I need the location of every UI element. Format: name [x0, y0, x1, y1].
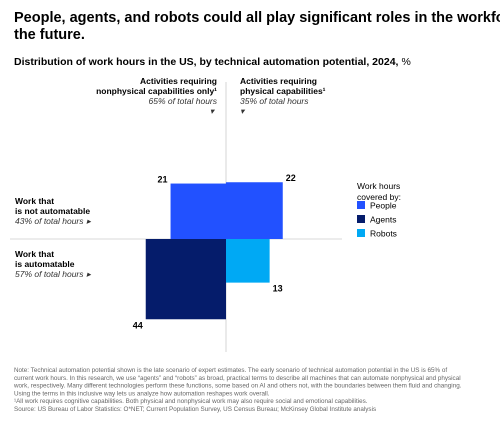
- note: Source: US Bureau of Labor Statistics: O…: [14, 406, 376, 413]
- row-share-text: 43% of total hours: [15, 216, 84, 226]
- square: [145, 239, 226, 320]
- column-label: Activities requiring: [240, 76, 317, 86]
- row-label: is automatable: [15, 259, 75, 269]
- square: [226, 182, 283, 239]
- row-arrow: ▸: [87, 216, 92, 226]
- subtitle-text: Distribution of work hours in the US, by…: [14, 56, 399, 68]
- legend-swatch: [357, 215, 365, 223]
- row-share: 43% of total hours ▸: [15, 216, 92, 226]
- value-label: 21: [158, 175, 168, 185]
- row-share-text: 57% of total hours: [15, 269, 84, 279]
- legend-label: Robots: [370, 229, 397, 239]
- legend-label: Agents: [370, 215, 396, 225]
- column-share: 35% of total hours: [240, 96, 309, 106]
- square: [170, 183, 226, 239]
- row-arrow: ▸: [87, 269, 92, 279]
- note: current work hours. In this research, we…: [14, 375, 461, 382]
- column-share: 65% of total hours: [148, 96, 217, 106]
- value-label: 44: [133, 320, 143, 330]
- square: [226, 239, 270, 283]
- value-label: 13: [273, 284, 283, 294]
- subtitle-unit: %: [401, 56, 410, 68]
- column-label: nonphysical capabilities only¹: [96, 86, 217, 96]
- chart-title: People, agents, and robots could all pla…: [14, 10, 500, 26]
- chart-subtitle: Distribution of work hours in the US, by…: [14, 56, 411, 68]
- legend-swatch: [357, 201, 365, 209]
- legend-label: People: [370, 201, 397, 211]
- row-label: is not automatable: [15, 206, 90, 216]
- value-label: 22: [286, 173, 296, 183]
- note: ¹All work requires cognitive capabilitie…: [14, 398, 368, 405]
- legend-title: Work hours: [357, 181, 400, 191]
- row-share: 57% of total hours ▸: [15, 269, 92, 279]
- row-label: Work that: [15, 249, 54, 259]
- col-arrow: ▾: [240, 106, 246, 116]
- note: Using the terms in this inclusive way le…: [14, 390, 270, 397]
- note: Note: Technical automation potential sho…: [14, 367, 447, 374]
- chart-title: the future.: [14, 27, 85, 43]
- legend-swatch: [357, 229, 365, 237]
- col-arrow: ▾: [210, 106, 216, 116]
- note: work, respectively. Many different techn…: [13, 383, 462, 390]
- legend-title: covered by:: [357, 192, 401, 202]
- column-label: Activities requiring: [140, 76, 217, 86]
- row-label: Work that: [15, 196, 54, 206]
- column-label: physical capabilities¹: [240, 86, 326, 96]
